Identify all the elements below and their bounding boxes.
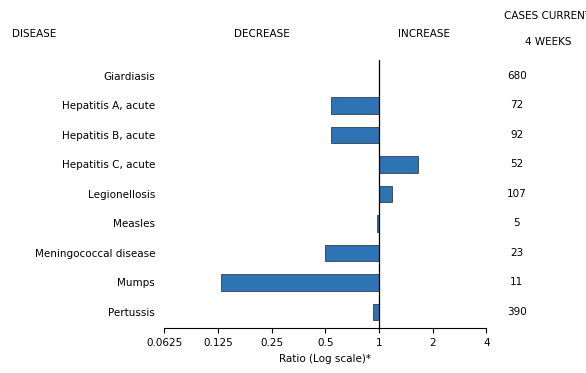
Text: 52: 52 [510, 159, 523, 169]
Bar [377, 215, 379, 232]
Text: INCREASE: INCREASE [398, 29, 451, 39]
Text: 11: 11 [510, 278, 523, 288]
Text: 390: 390 [507, 307, 527, 317]
Text: 4 WEEKS: 4 WEEKS [524, 37, 571, 47]
Text: 92: 92 [510, 130, 523, 140]
Bar [325, 245, 379, 261]
Bar [379, 156, 418, 173]
Text: 23: 23 [510, 248, 523, 258]
X-axis label: Ratio (Log scale)*: Ratio (Log scale)* [280, 354, 371, 364]
Text: 72: 72 [510, 100, 523, 110]
Bar [379, 186, 392, 202]
Text: DECREASE: DECREASE [234, 29, 289, 39]
Text: CASES CURRENT: CASES CURRENT [505, 11, 586, 21]
Text: DISEASE: DISEASE [12, 29, 56, 39]
Text: 5: 5 [513, 219, 520, 229]
Text: 107: 107 [507, 189, 527, 199]
Text: 680: 680 [507, 71, 527, 81]
Bar [221, 275, 379, 291]
Bar [373, 304, 379, 320]
Bar [331, 97, 379, 113]
Bar [331, 127, 379, 143]
